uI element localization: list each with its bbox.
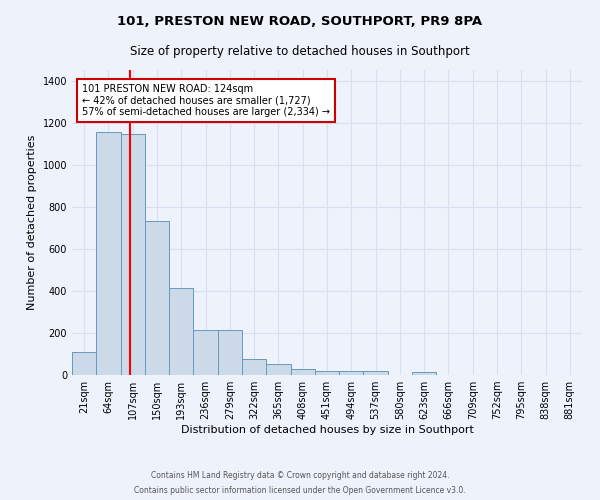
Bar (266, 364, 290, 375)
Bar (339, 371, 364, 375)
Bar (169, 288, 193, 375)
Y-axis label: Number of detached properties: Number of detached properties (27, 135, 37, 310)
Bar (242, 359, 266, 375)
Bar (218, 330, 242, 375)
Bar (412, 372, 436, 375)
Text: 101 PRESTON NEW ROAD: 124sqm
← 42% of detached houses are smaller (1,727)
57% of: 101 PRESTON NEW ROAD: 124sqm ← 42% of de… (82, 84, 330, 117)
Bar (315, 371, 339, 375)
Bar (121, 134, 145, 375)
Bar (72, 352, 96, 375)
Text: Size of property relative to detached houses in Southport: Size of property relative to detached ho… (130, 45, 470, 58)
Bar (290, 368, 315, 375)
Bar (193, 330, 218, 375)
Text: Contains public sector information licensed under the Open Government Licence v3: Contains public sector information licen… (134, 486, 466, 495)
X-axis label: Distribution of detached houses by size in Southport: Distribution of detached houses by size … (181, 425, 473, 435)
Text: Contains HM Land Registry data © Crown copyright and database right 2024.: Contains HM Land Registry data © Crown c… (151, 471, 449, 480)
Text: 101, PRESTON NEW ROAD, SOUTHPORT, PR9 8PA: 101, PRESTON NEW ROAD, SOUTHPORT, PR9 8P… (118, 15, 482, 28)
Bar (364, 371, 388, 375)
Bar (96, 132, 121, 375)
Bar (145, 222, 169, 375)
